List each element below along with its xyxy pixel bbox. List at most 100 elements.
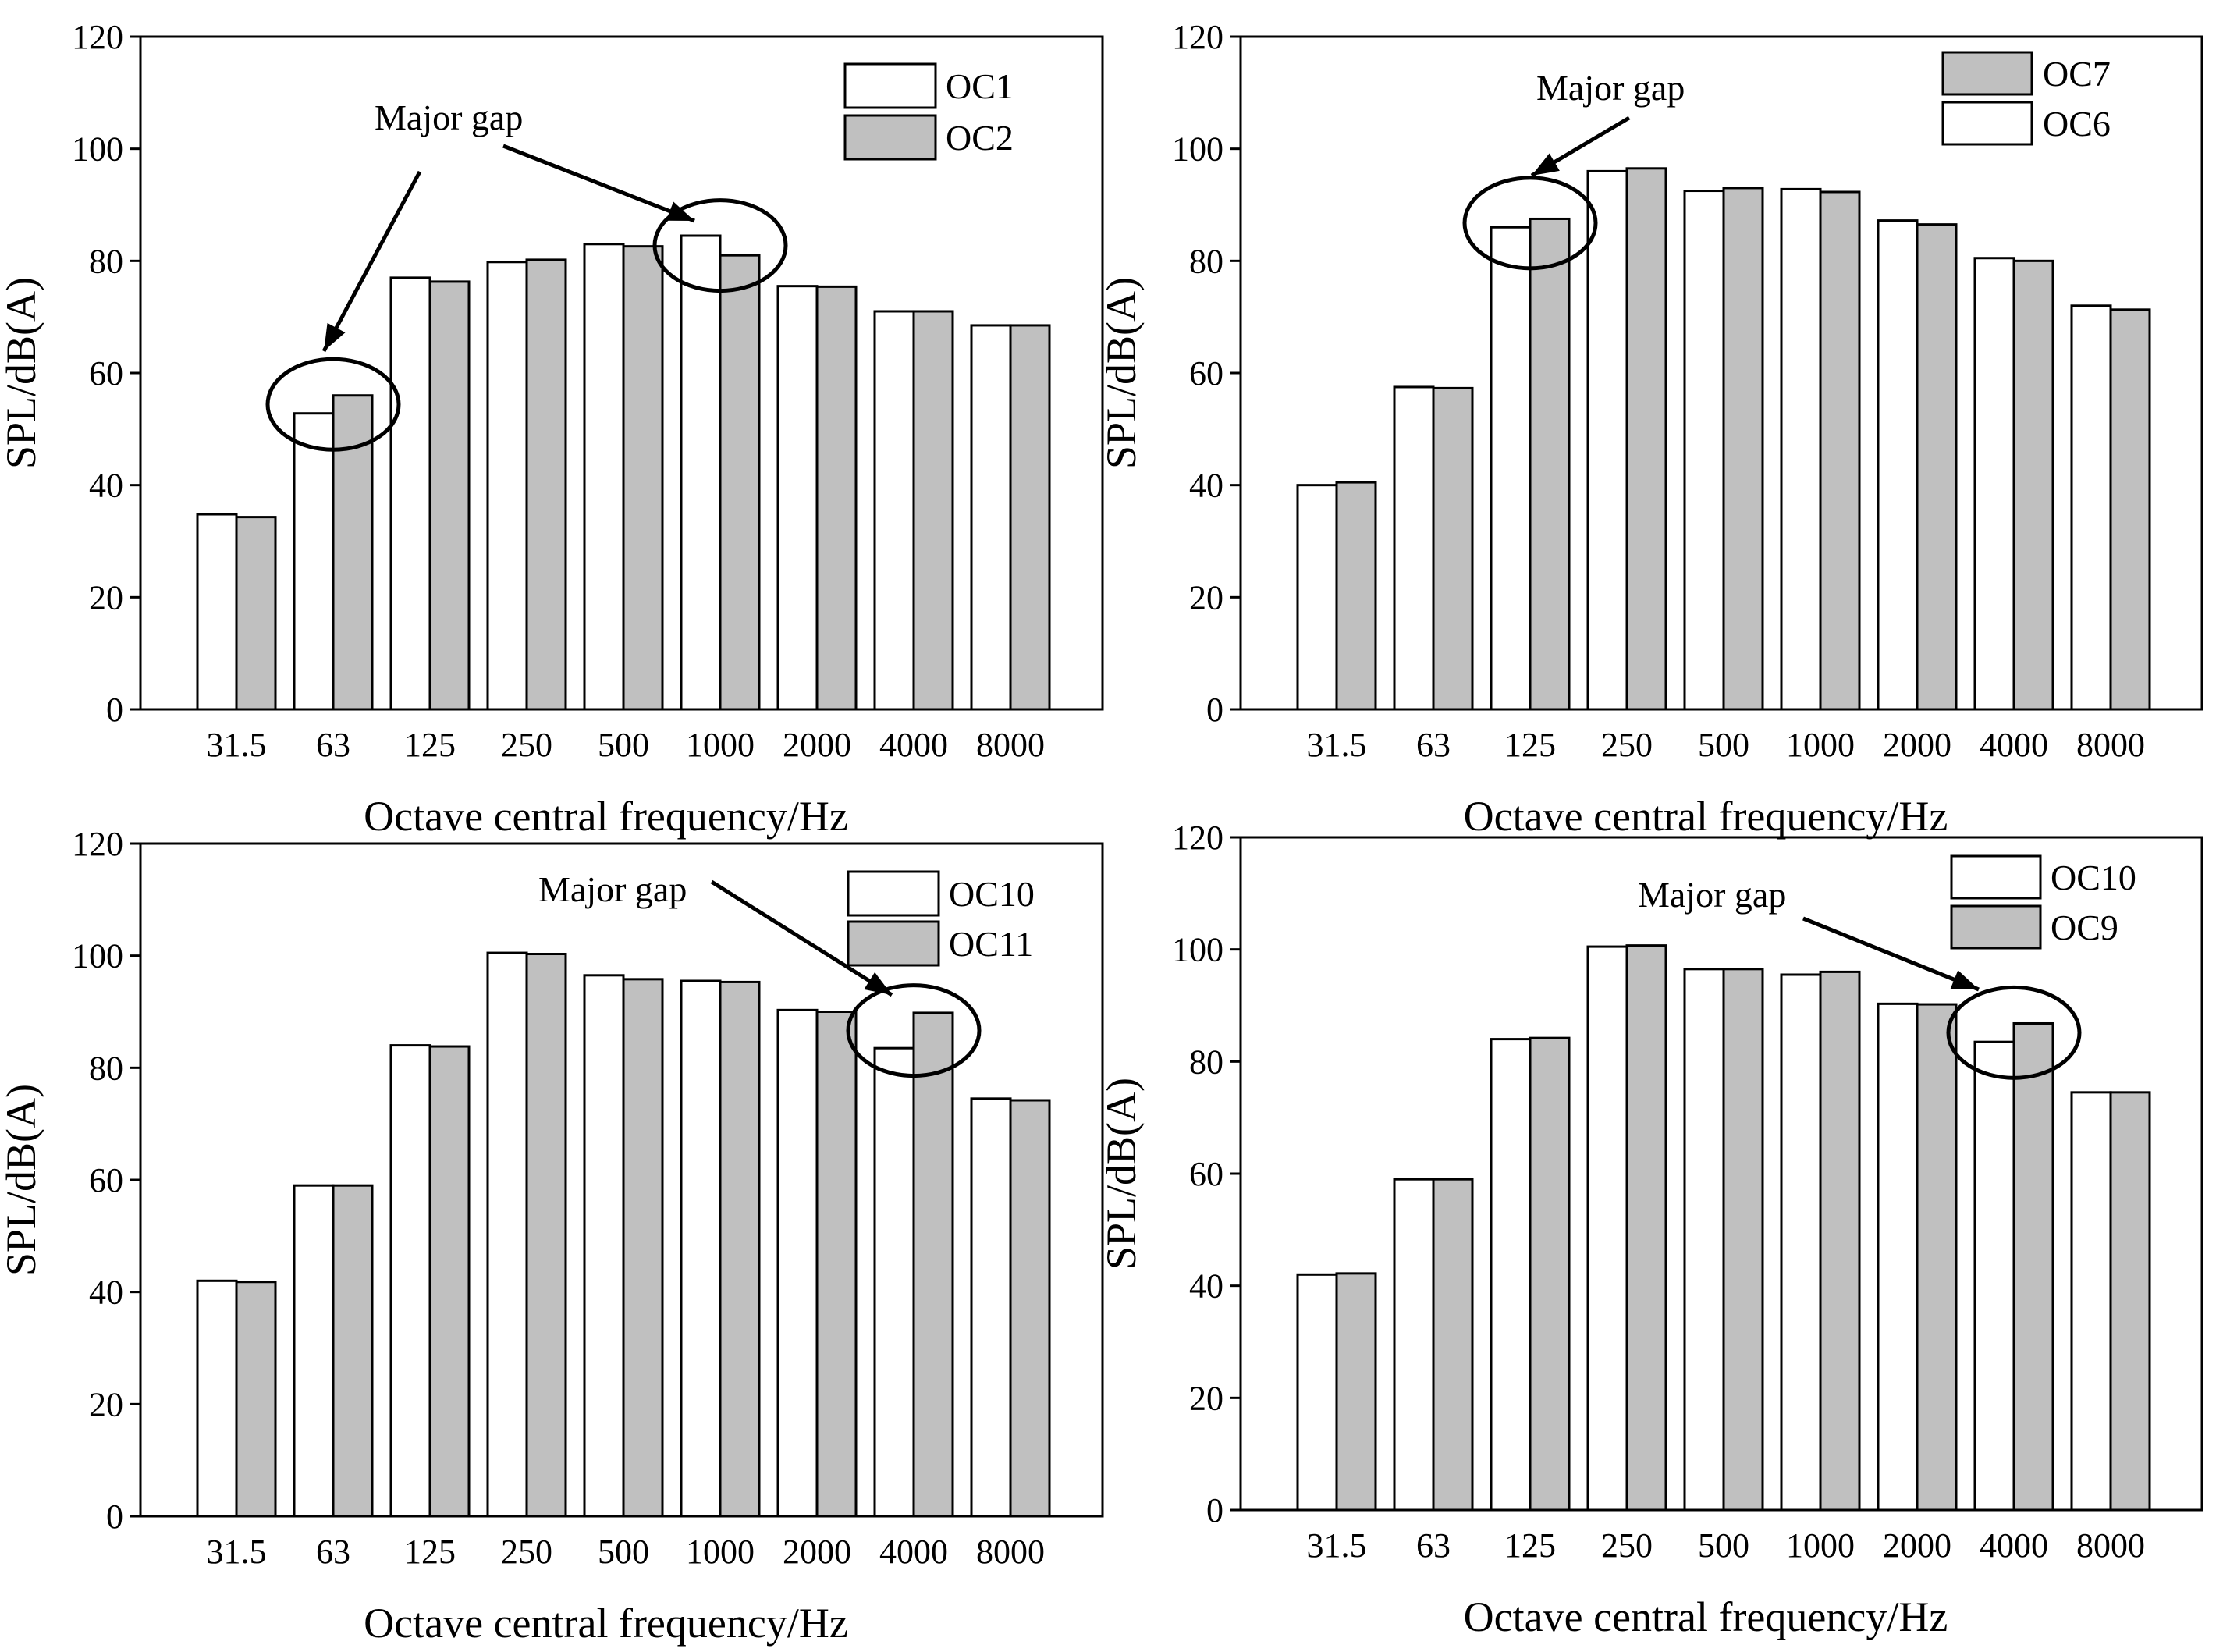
bar-oc9-125 <box>1529 1036 1571 1512</box>
bar-oc1-250 <box>486 261 528 711</box>
bar-oc10-250 <box>486 951 528 1518</box>
y-tick-label-20: 20 <box>1189 578 1223 616</box>
bar-oc10-250 <box>1586 945 1628 1512</box>
legend-swatch-oc2 <box>843 114 937 161</box>
legend-swatch-oc1 <box>843 62 937 109</box>
x-axis-label: Octave central frequency/Hz <box>364 1600 848 1647</box>
bar-oc10-63 <box>293 1184 335 1518</box>
y-tick-label-20: 20 <box>1189 1379 1223 1417</box>
highlight-ellipse-4000 <box>846 983 982 1078</box>
y-tick-label-60: 60 <box>89 1161 123 1199</box>
bar-oc9-1000 <box>1819 970 1861 1512</box>
annotation-major-gap: Major gap <box>538 869 687 909</box>
bar-oc10-125 <box>389 1044 431 1518</box>
x-tick-label-63: 63 <box>316 726 350 764</box>
y-tick-label-80: 80 <box>89 242 123 280</box>
legend-swatch-oc10 <box>847 870 940 917</box>
bar-oc10-2000 <box>776 1008 819 1518</box>
y-axis-label: SPL/dB(A) <box>0 277 44 469</box>
y-tick-label-100: 100 <box>72 130 123 169</box>
y-tick-label-40: 40 <box>89 1274 123 1312</box>
y-axis-label: SPL/dB(A) <box>1098 277 1145 469</box>
bar-oc6-63 <box>1393 385 1435 711</box>
y-tick-label-100: 100 <box>1172 931 1223 969</box>
x-tick-label-31.5: 31.5 <box>207 726 267 764</box>
x-tick-label-4000: 4000 <box>1980 1526 2048 1565</box>
x-tick-label-500: 500 <box>1698 1526 1749 1565</box>
y-tick-label-120: 120 <box>1172 819 1223 857</box>
bar-oc9-250 <box>1625 944 1667 1512</box>
y-axis-label: SPL/dB(A) <box>0 1084 44 1276</box>
x-tick-label-31.5: 31.5 <box>1307 726 1367 764</box>
bar-oc2-500 <box>622 245 664 711</box>
x-tick-label-63: 63 <box>1416 726 1451 764</box>
y-tick-label-80: 80 <box>89 1049 123 1087</box>
bar-oc7-1000 <box>1819 190 1861 711</box>
x-axis-label: Octave central frequency/Hz <box>1464 793 1948 840</box>
bar-oc10-8000 <box>2070 1091 2112 1512</box>
chart-panel-3: 31.5 63 125 250 500 1000 2000 4000 8000 0 20 40 60 80… <box>0 825 1104 1647</box>
bar-oc1-500 <box>583 243 625 711</box>
bar-oc10-1000 <box>680 979 722 1518</box>
bar-oc1-63 <box>293 412 335 711</box>
bar-oc7-2000 <box>1916 223 1958 711</box>
bar-oc9-63 <box>1432 1178 1474 1512</box>
x-tick-label-250: 250 <box>501 726 552 764</box>
y-tick-label-80: 80 <box>1189 242 1223 280</box>
y-tick-label-100: 100 <box>1172 130 1223 169</box>
x-tick-label-4000: 4000 <box>879 726 948 764</box>
x-tick-label-8000: 8000 <box>976 1533 1045 1571</box>
bar-oc11-500 <box>622 978 664 1518</box>
bar-oc10-2000 <box>1877 1002 1919 1512</box>
highlight-ellipse-4000 <box>1946 985 2082 1080</box>
legend-swatch-oc7 <box>1941 51 2033 96</box>
x-tick-label-8000: 8000 <box>976 726 1045 764</box>
y-tick-label-120: 120 <box>1172 18 1223 56</box>
bar-oc10-4000 <box>1973 1040 2015 1512</box>
chart-panel-1: 31.5 63 125 250 500 1000 2000 4000 8000 0 20 40 60 80… <box>0 18 1104 840</box>
x-tick-label-250: 250 <box>501 1533 552 1571</box>
bar-oc10-31.5 <box>1296 1273 1338 1512</box>
x-tick-label-4000: 4000 <box>879 1533 948 1571</box>
y-axis-label: SPL/dB(A) <box>1098 1078 1145 1270</box>
highlight-ellipse-125 <box>1462 176 1598 271</box>
annotation-major-gap: Major gap <box>375 98 523 137</box>
annotation-arrow-line <box>710 879 893 997</box>
bar-oc10-500 <box>1683 968 1725 1512</box>
y-tick-label-60: 60 <box>89 354 123 393</box>
y-tick-label-0: 0 <box>106 1497 123 1536</box>
bar-oc1-31.5 <box>196 513 238 711</box>
x-tick-label-63: 63 <box>1416 1526 1451 1565</box>
x-tick-label-2000: 2000 <box>1883 726 1951 764</box>
annotation-arrow-head <box>324 322 346 351</box>
y-tick-label-120: 120 <box>72 825 123 863</box>
legend-label-oc10: OC10 <box>949 874 1035 914</box>
bar-oc7-4000 <box>2012 259 2054 711</box>
x-tick-label-31.5: 31.5 <box>1307 1526 1367 1565</box>
x-tick-label-125: 125 <box>404 726 456 764</box>
highlight-ellipse-1000 <box>652 198 788 293</box>
bar-oc6-1000 <box>1780 187 1822 711</box>
legend-swatch-oc6 <box>1941 101 2033 146</box>
annotation-arrow-line <box>321 170 422 353</box>
x-tick-label-250: 250 <box>1601 1526 1653 1565</box>
bar-oc1-8000 <box>970 324 1012 711</box>
legend-label-oc7: OC7 <box>2043 54 2111 94</box>
y-tick-label-60: 60 <box>1189 1155 1223 1193</box>
bar-oc2-1000 <box>719 254 761 711</box>
x-tick-label-500: 500 <box>598 726 649 764</box>
chart-panel-4: 31.5 63 125 250 500 1000 2000 4000 8000 0 20 40 60 80… <box>1098 819 2203 1640</box>
legend-label-oc2: OC2 <box>946 118 1014 158</box>
bar-oc1-2000 <box>776 285 819 711</box>
x-axis-label: Octave central frequency/Hz <box>1464 1593 1948 1640</box>
x-tick-label-2000: 2000 <box>1883 1526 1951 1565</box>
bar-oc9-31.5 <box>1335 1272 1377 1512</box>
highlight-ellipse-63 <box>265 357 401 452</box>
bar-oc6-250 <box>1586 169 1628 711</box>
x-tick-label-125: 125 <box>1504 1526 1556 1565</box>
x-tick-label-1000: 1000 <box>686 726 755 764</box>
annotation-arrow-head <box>1532 153 1560 176</box>
bar-oc2-125 <box>428 280 471 711</box>
legend-label-oc1: OC1 <box>946 66 1014 106</box>
y-tick-label-40: 40 <box>1189 1267 1223 1306</box>
